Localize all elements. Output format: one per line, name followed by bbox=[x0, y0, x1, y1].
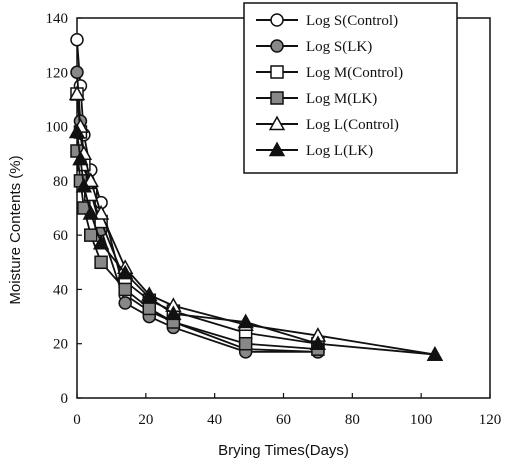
data-point bbox=[118, 282, 132, 297]
series-4 bbox=[70, 144, 325, 356]
legend-item: Log S(LK) bbox=[256, 39, 372, 55]
series-6 bbox=[68, 123, 444, 361]
legend-box bbox=[243, 2, 458, 174]
data-point bbox=[309, 335, 327, 350]
data-point bbox=[165, 305, 182, 321]
y-tick-label: 120 bbox=[46, 65, 69, 81]
legend-marker bbox=[270, 39, 284, 53]
series-layer bbox=[68, 32, 444, 361]
x-tick-label: 100 bbox=[410, 412, 433, 428]
legend-label: Log M(Control) bbox=[306, 65, 403, 81]
y-tick-label: 40 bbox=[53, 282, 68, 298]
legend-item: Log L(LK) bbox=[256, 141, 373, 159]
y-tick-label: 0 bbox=[61, 391, 69, 407]
legend-marker bbox=[270, 13, 284, 27]
legend-label: Log S(Control) bbox=[306, 13, 398, 29]
legend-marker bbox=[270, 65, 284, 79]
y-tick-label: 20 bbox=[53, 337, 68, 353]
series-line bbox=[76, 39, 318, 353]
y-tick-label: 80 bbox=[53, 174, 68, 190]
x-tick-label: 20 bbox=[138, 412, 153, 428]
y-tick-label: 100 bbox=[46, 120, 69, 136]
y-axis-title: Moisture Contents (%) bbox=[7, 155, 24, 304]
legend-item: Log M(LK) bbox=[256, 91, 377, 107]
x-axis: 0 20 40 60 80 100 120 bbox=[73, 393, 501, 428]
data-point bbox=[94, 255, 108, 270]
data-point bbox=[82, 172, 99, 188]
data-point bbox=[117, 264, 134, 280]
data-point bbox=[237, 313, 254, 329]
data-point bbox=[72, 150, 89, 166]
data-point bbox=[118, 296, 132, 310]
data-point bbox=[84, 228, 98, 242]
legend-item: Log L(Control) bbox=[256, 115, 399, 133]
legend-item: Log S(Control) bbox=[256, 13, 398, 29]
y-axis: 0 20 40 60 80 100 120 140 bbox=[46, 11, 82, 407]
legend-label: Log L(Control) bbox=[306, 117, 399, 133]
x-tick-label: 80 bbox=[345, 412, 360, 428]
data-point bbox=[141, 289, 158, 304]
legend-item: Log M(Control) bbox=[256, 65, 403, 81]
x-tick-label: 120 bbox=[479, 412, 502, 428]
x-axis-title: Brying Times(Days) bbox=[218, 442, 349, 459]
data-point bbox=[92, 234, 110, 250]
legend: Log S(Control) Log S(LK) Log M(Control) Log… bbox=[243, 2, 458, 174]
legend-marker bbox=[268, 141, 286, 157]
x-tick-label: 40 bbox=[207, 412, 222, 428]
legend-label: Log S(LK) bbox=[306, 39, 372, 55]
data-point bbox=[142, 301, 157, 316]
y-tick-label: 60 bbox=[53, 228, 68, 244]
y-tick-label: 140 bbox=[46, 11, 69, 27]
data-point bbox=[75, 177, 93, 193]
data-point bbox=[238, 336, 253, 351]
data-point bbox=[426, 346, 444, 361]
x-tick-label: 60 bbox=[276, 412, 291, 428]
data-point bbox=[68, 85, 86, 101]
data-point bbox=[70, 32, 84, 47]
data-point bbox=[82, 204, 99, 220]
legend-label: Log L(LK) bbox=[306, 143, 373, 159]
legend-marker bbox=[270, 91, 284, 105]
x-tick-label: 0 bbox=[73, 412, 81, 428]
data-point bbox=[68, 123, 86, 139]
data-point bbox=[70, 65, 84, 80]
legend-marker bbox=[268, 115, 286, 131]
series-line bbox=[76, 150, 318, 351]
data-point bbox=[92, 204, 110, 220]
legend-label: Log M(LK) bbox=[306, 91, 377, 107]
